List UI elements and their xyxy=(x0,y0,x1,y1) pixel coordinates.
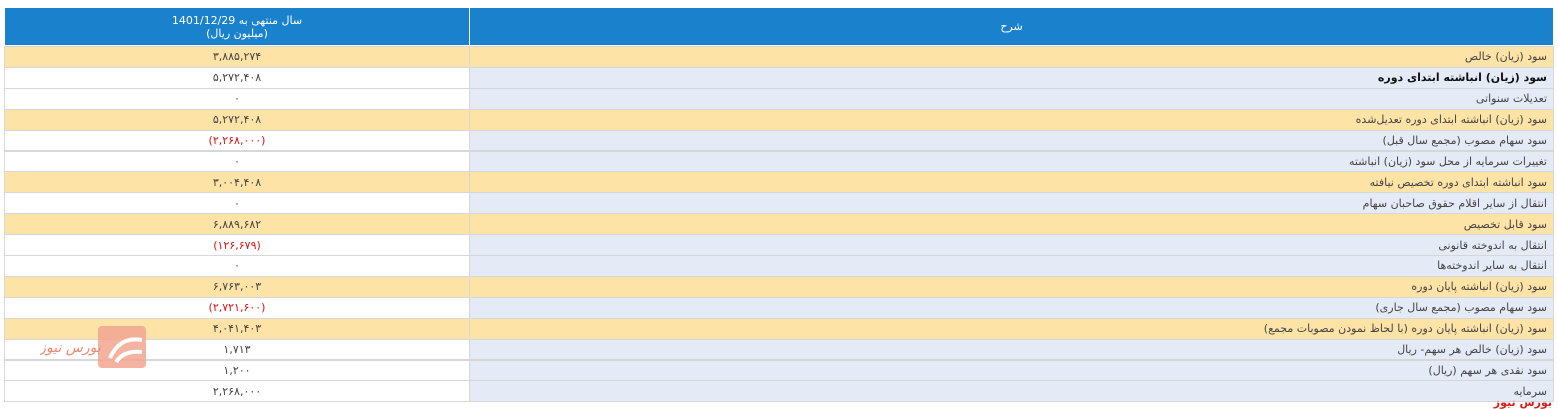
header-description: شرح xyxy=(1000,20,1023,33)
description-text: سود سهام مصوب (مجمع سال جاری) xyxy=(1375,301,1547,315)
header-unit: (میلیون ریال) xyxy=(206,26,268,40)
table-row: ۰ تعدیلات سنواتی xyxy=(4,87,1554,110)
watermark-text: بورس نیوز xyxy=(40,340,101,356)
value-text: ۵,۲۷۲,۴۰۸ xyxy=(212,113,262,127)
value-cell: ۰ xyxy=(4,192,470,215)
description-cell: سود سهام مصوب (مجمع سال قبل) xyxy=(469,129,1554,152)
value-text: ۰ xyxy=(234,92,240,106)
table-row: ۲,۲۶۸,۰۰۰ سرمایه xyxy=(4,380,1554,403)
description-text: سود (زیان) انباشته ابتدای دوره تعدیل‌شده xyxy=(1355,113,1547,127)
table-row: ۱,۷۱۳ سود (زیان) خالص هر سهم- ریال xyxy=(4,338,1554,361)
description-text: انتقال به اندوخته قانونی xyxy=(1438,238,1547,252)
table-row: ۵,۲۷۲,۴۰۸ سود (زیان) انباشته ابتدای دوره xyxy=(4,66,1554,89)
description-text: سود (زیان) انباشته پایان دوره (با لحاظ ن… xyxy=(1263,322,1547,336)
description-cell: تعدیلات سنواتی xyxy=(469,87,1554,110)
description-text: سود نقدی هر سهم (ریال) xyxy=(1428,363,1547,377)
value-text: (۲,۲۶۸,۰۰۰) xyxy=(208,134,266,148)
value-text: ۱,۲۰۰ xyxy=(223,363,251,377)
description-cell: سود قابل تخصیص xyxy=(469,213,1554,236)
description-cell: سود (زیان) انباشته ابتدای دوره xyxy=(469,66,1554,89)
value-text: ۳,۸۸۵,۲۷۴ xyxy=(212,50,262,64)
value-cell: ۲,۲۶۸,۰۰۰ xyxy=(4,380,470,403)
description-cell: سود سهام مصوب (مجمع سال جاری) xyxy=(469,296,1554,319)
value-cell: ۳,۰۰۴,۴۰۸ xyxy=(4,171,470,194)
value-cell: ۰ xyxy=(4,87,470,110)
header-cell: شرح xyxy=(469,7,1554,46)
table-row: ۰ انتقال از سایر اقلام حقوق صاحبان سهام xyxy=(4,192,1554,215)
table-row: ۳,۰۰۴,۴۰۸ سود انباشته ابتدای دوره تخصیص ن… xyxy=(4,171,1554,194)
description-text: سود قابل تخصیص xyxy=(1463,217,1547,231)
description-cell: سود (زیان) انباشته ابتدای دوره تعدیل‌شده xyxy=(469,108,1554,131)
description-cell: سود (زیان) خالص xyxy=(469,46,1554,68)
description-cell: انتقال از سایر اقلام حقوق صاحبان سهام xyxy=(469,192,1554,215)
value-text: ۲,۲۶۸,۰۰۰ xyxy=(212,384,262,398)
value-cell: ۰ xyxy=(4,150,470,173)
value-text: ۵,۲۷۲,۴۰۸ xyxy=(212,71,262,85)
description-cell: سود (زیان) انباشته پایان دوره xyxy=(469,275,1554,298)
watermark-logo: بورس نیوز xyxy=(40,326,146,368)
value-text: ۱,۷۱۳ xyxy=(223,343,251,357)
header-cell: سال منتهی به 1401/12/29 (میلیون ریال) xyxy=(4,7,470,46)
value-text: ۳,۰۰۴,۴۰۸ xyxy=(212,175,262,189)
value-text: (۱۲۶,۶۷۹) xyxy=(213,238,261,252)
footer-mark: بورس نیوز xyxy=(1493,396,1552,409)
value-text: ۶,۷۶۳,۰۰۳ xyxy=(212,280,262,294)
value-text: ۰ xyxy=(234,196,240,210)
table-row: ۶,۷۶۳,۰۰۳ سود (زیان) انباشته پایان دوره xyxy=(4,275,1554,298)
value-cell: ۵,۲۷۲,۴۰۸ xyxy=(4,108,470,131)
table-row: ۰ انتقال به سایر اندوخته‌ها xyxy=(4,255,1554,277)
value-cell: ۳,۸۸۵,۲۷۴ xyxy=(4,46,470,68)
description-text: سود (زیان) انباشته پایان دوره xyxy=(1411,280,1547,294)
description-text: تغییرات سرمایه از محل سود (زیان) انباشته xyxy=(1348,154,1547,168)
table-row: ۱,۲۰۰ سود نقدی هر سهم (ریال) xyxy=(4,359,1554,382)
description-text: انتقال به سایر اندوخته‌ها xyxy=(1437,259,1547,273)
description-cell: سرمایه xyxy=(469,380,1554,403)
table-row: ۶,۸۸۹,۶۸۲ سود قابل تخصیص xyxy=(4,213,1554,236)
header-period: سال منتهی به 1401/12/29 xyxy=(171,13,303,27)
value-cell: ۶,۸۸۹,۶۸۲ xyxy=(4,213,470,236)
table-row: ۵,۲۷۲,۴۰۸ سود (زیان) انباشته ابتدای دوره … xyxy=(4,108,1554,131)
description-text: سود سهام مصوب (مجمع سال قبل) xyxy=(1382,134,1547,148)
value-text: ۶,۸۸۹,۶۸۲ xyxy=(212,217,262,231)
description-text: سود (زیان) خالص هر سهم- ریال xyxy=(1397,343,1547,357)
description-text: تعدیلات سنواتی xyxy=(1475,92,1547,106)
value-cell: ۶,۷۶۳,۰۰۳ xyxy=(4,275,470,298)
table-row: (۲,۲۶۸,۰۰۰) سود سهام مصوب (مجمع سال قبل) xyxy=(4,129,1554,152)
value-text: (۲,۷۲۱,۶۰۰) xyxy=(208,301,266,315)
description-cell: سود (زیان) انباشته پایان دوره (با لحاظ ن… xyxy=(469,317,1554,340)
value-cell: (۲,۷۲۱,۶۰۰) xyxy=(4,296,470,319)
table-row: (۱۲۶,۶۷۹) انتقال به اندوخته قانونی xyxy=(4,234,1554,256)
value-cell: (۱۲۶,۶۷۹) xyxy=(4,234,470,256)
description-text: سود انباشته ابتدای دوره تخصیص نیافته xyxy=(1369,175,1547,189)
value-text: ۴,۰۴۱,۴۰۳ xyxy=(212,322,262,336)
description-text: انتقال از سایر اقلام حقوق صاحبان سهام xyxy=(1362,196,1547,210)
value-cell: ۵,۲۷۲,۴۰۸ xyxy=(4,66,470,89)
value-text: ۰ xyxy=(234,154,240,168)
description-cell: سود نقدی هر سهم (ریال) xyxy=(469,359,1554,382)
description-cell: تغییرات سرمایه از محل سود (زیان) انباشته xyxy=(469,150,1554,173)
table-row: (۲,۷۲۱,۶۰۰) سود سهام مصوب (مجمع سال جاری) xyxy=(4,296,1554,319)
description-cell: سود (زیان) خالص هر سهم- ریال xyxy=(469,338,1554,361)
header-row: سال منتهی به 1401/12/29 (میلیون ریال) شر… xyxy=(4,7,1554,46)
description-cell: سود انباشته ابتدای دوره تخصیص نیافته xyxy=(469,171,1554,194)
value-cell: (۲,۲۶۸,۰۰۰) xyxy=(4,129,470,152)
table-row: ۰ تغییرات سرمایه از محل سود (زیان) انباشت… xyxy=(4,150,1554,173)
description-text: سرمایه xyxy=(1513,384,1548,398)
description-text: سود (زیان) انباشته ابتدای دوره xyxy=(1377,71,1547,85)
value-text: ۰ xyxy=(234,259,240,273)
table-row: ۴,۰۴۱,۴۰۳ سود (زیان) انباشته پایان دوره (… xyxy=(4,317,1554,340)
value-cell: ۰ xyxy=(4,255,470,277)
description-cell: انتقال به سایر اندوخته‌ها xyxy=(469,255,1554,277)
table-row: ۳,۸۸۵,۲۷۴ سود (زیان) خالص xyxy=(4,46,1554,68)
description-cell: انتقال به اندوخته قانونی xyxy=(469,234,1554,256)
description-text: سود (زیان) خالص xyxy=(1464,50,1547,64)
